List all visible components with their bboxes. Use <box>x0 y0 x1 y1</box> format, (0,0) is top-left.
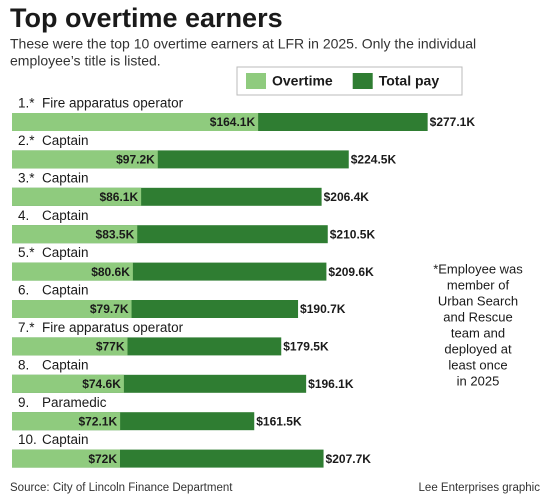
category-label: Captain <box>42 432 89 447</box>
value-label: $190.7K <box>300 302 346 316</box>
rank-label: 1.* <box>18 96 35 111</box>
category-label: Captain <box>42 208 89 223</box>
value-label: $77K <box>96 340 125 354</box>
bar <box>12 113 259 131</box>
category-label: Captain <box>42 283 89 298</box>
footnote: in 2025 <box>457 373 500 388</box>
subtitle: employee’s title is listed. <box>10 53 161 69</box>
rank-label: 2.* <box>18 133 35 148</box>
source: Source: City of Lincoln Finance Departme… <box>10 482 233 494</box>
value-label: $161.5K <box>256 414 302 428</box>
legend-label: Total pay <box>379 73 440 89</box>
bar <box>12 300 132 318</box>
category-label: Captain <box>42 133 89 148</box>
footnote: deployed at <box>444 341 512 356</box>
footnote: Urban Search <box>438 293 518 308</box>
footnote: *Employee was <box>433 261 523 276</box>
legend-label: Overtime <box>272 73 333 89</box>
value-label: $179.5K <box>283 340 329 354</box>
category-label: Fire apparatus operator <box>42 96 184 111</box>
subtitle: These were the top 10 overtime earners a… <box>10 36 476 52</box>
value-label: $209.6K <box>328 265 374 279</box>
value-label: $277.1K <box>430 115 476 129</box>
bar <box>12 412 121 431</box>
value-label: $206.4K <box>324 190 370 204</box>
bar <box>12 374 124 393</box>
rank-label: 5.* <box>18 245 35 260</box>
bar <box>12 225 138 244</box>
legend-box <box>236 66 463 96</box>
category-label: Captain <box>42 357 89 372</box>
bar <box>12 150 158 169</box>
rank-label: 8. <box>18 357 29 372</box>
chart-title: Top overtime earners <box>10 3 283 33</box>
legend-swatch <box>246 73 266 89</box>
bar <box>12 337 128 356</box>
value-label: $83.5K <box>96 227 135 241</box>
value-label: $86.1K <box>99 190 138 204</box>
value-label: $210.5K <box>330 227 376 241</box>
rank-label: 6. <box>18 283 29 298</box>
legend-swatch <box>352 73 373 89</box>
rank-label: 9. <box>18 395 29 410</box>
value-label: $79.7K <box>90 302 129 316</box>
rank-label: 7.* <box>18 320 35 335</box>
value-label: $72.1K <box>78 414 117 428</box>
footnote: least once <box>448 357 507 372</box>
category-label: Paramedic <box>42 395 107 410</box>
value-label: $207.7K <box>326 452 372 466</box>
rank-label: 4. <box>18 208 29 223</box>
rank-label: 10. <box>18 432 37 447</box>
value-label: $164.1K <box>210 115 256 129</box>
category-label: Captain <box>42 170 89 185</box>
value-label: $74.6K <box>82 377 121 391</box>
category-label: Fire apparatus operator <box>42 320 184 335</box>
rank-label: 3.* <box>18 170 35 185</box>
value-label: $196.1K <box>308 377 354 391</box>
value-label: $97.2K <box>116 153 155 167</box>
category-label: Captain <box>42 245 89 260</box>
value-label: $224.5K <box>351 153 397 167</box>
footnote: member of <box>447 277 510 292</box>
bar <box>12 262 133 281</box>
bar <box>12 187 142 206</box>
footnote: team and <box>451 325 505 340</box>
bar <box>12 449 120 468</box>
footnote: and Rescue <box>443 309 512 324</box>
value-label: $72K <box>88 452 117 466</box>
credit: Lee Enterprises graphic <box>419 482 541 494</box>
value-label: $80.6K <box>91 265 130 279</box>
